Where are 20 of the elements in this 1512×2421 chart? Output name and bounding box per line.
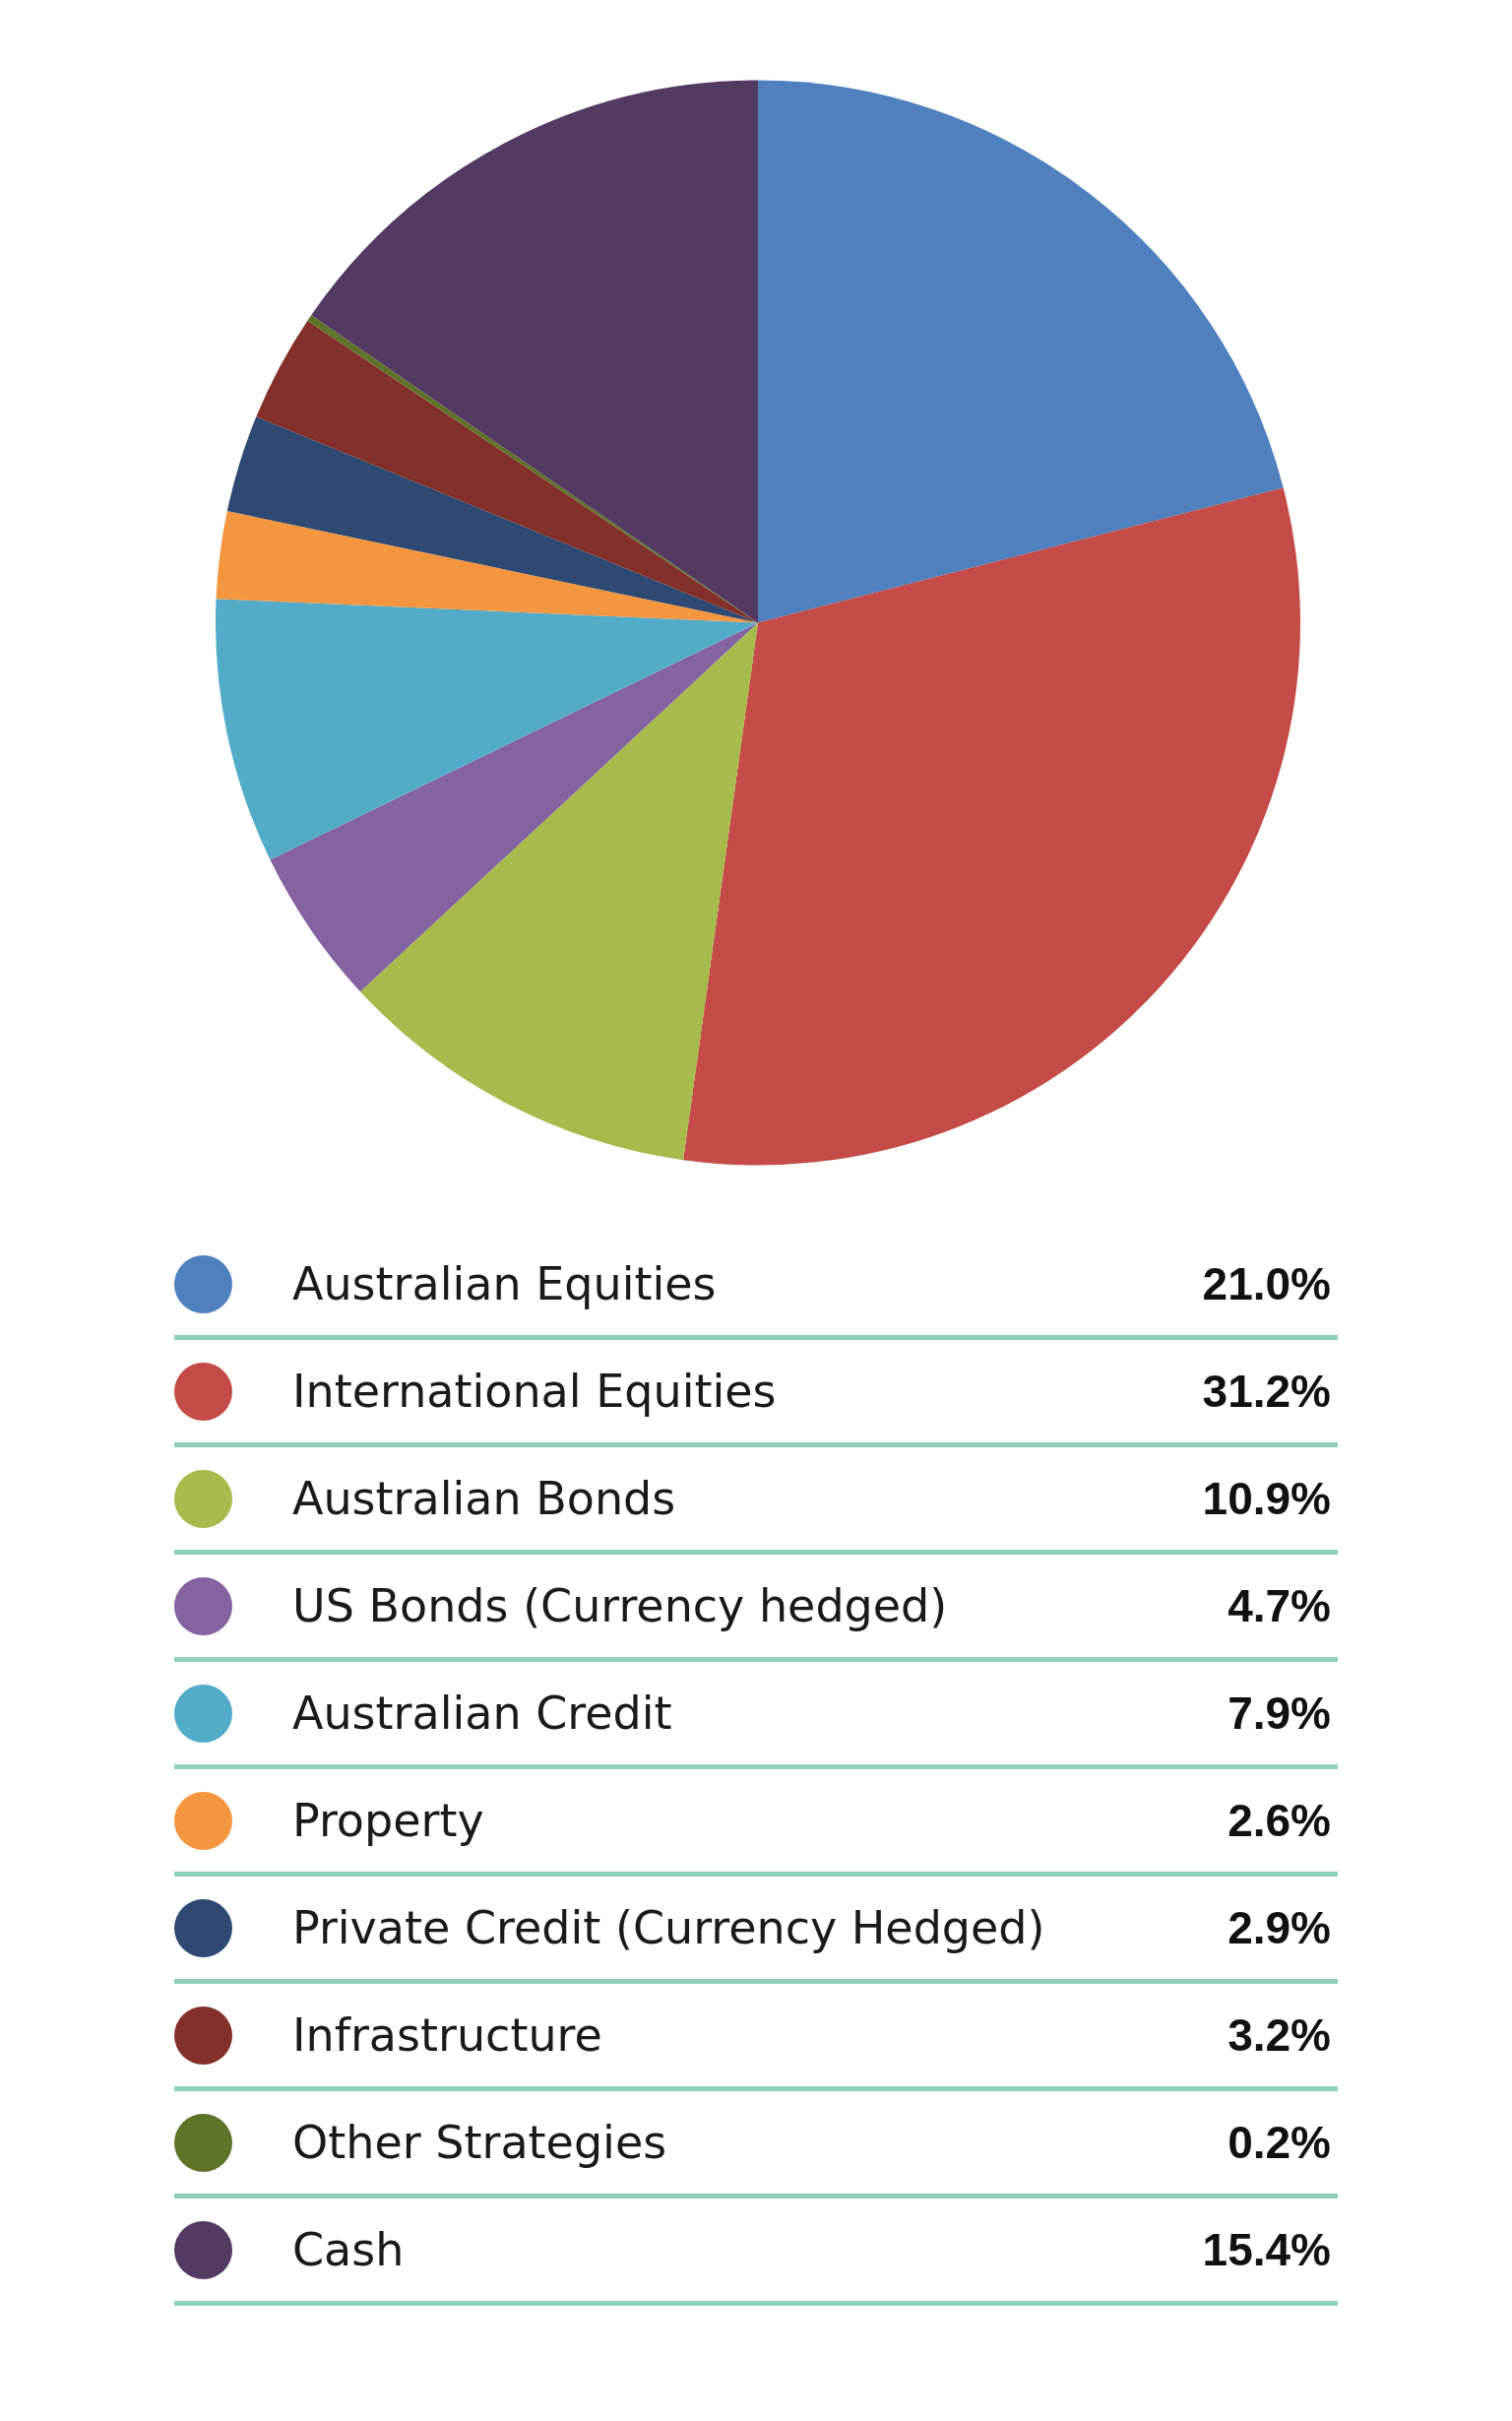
legend-label: Australian Credit	[292, 1687, 672, 1740]
legend-label: International Equities	[292, 1365, 777, 1418]
data-label: 15.4%	[1202, 2223, 1331, 2276]
legend-label: Infrastructure	[292, 2008, 602, 2062]
legend-label: US Bonds (Currency hedged)	[292, 1579, 948, 1632]
legend-label: Cash	[292, 2223, 405, 2276]
data-label: 2.6%	[1228, 1794, 1331, 1847]
data-label: 7.9%	[1228, 1687, 1331, 1740]
legend-label: Australian Bonds	[292, 1472, 676, 1525]
legend-label: Private Credit (Currency Hedged)	[292, 1901, 1045, 1954]
data-label: 3.2%	[1228, 2008, 1331, 2062]
data-label: 21.0%	[1202, 1257, 1331, 1310]
legend-label: Property	[292, 1794, 484, 1847]
data-label: 0.2%	[1228, 2116, 1331, 2169]
data-label: 10.9%	[1202, 1472, 1331, 1525]
data-label: 4.7%	[1228, 1579, 1331, 1632]
data-label: 2.9%	[1228, 1901, 1331, 1954]
legend-label: Other Strategies	[292, 2116, 667, 2169]
data-label: 31.2%	[1202, 1365, 1331, 1418]
legend-label: Australian Equities	[292, 1257, 717, 1310]
